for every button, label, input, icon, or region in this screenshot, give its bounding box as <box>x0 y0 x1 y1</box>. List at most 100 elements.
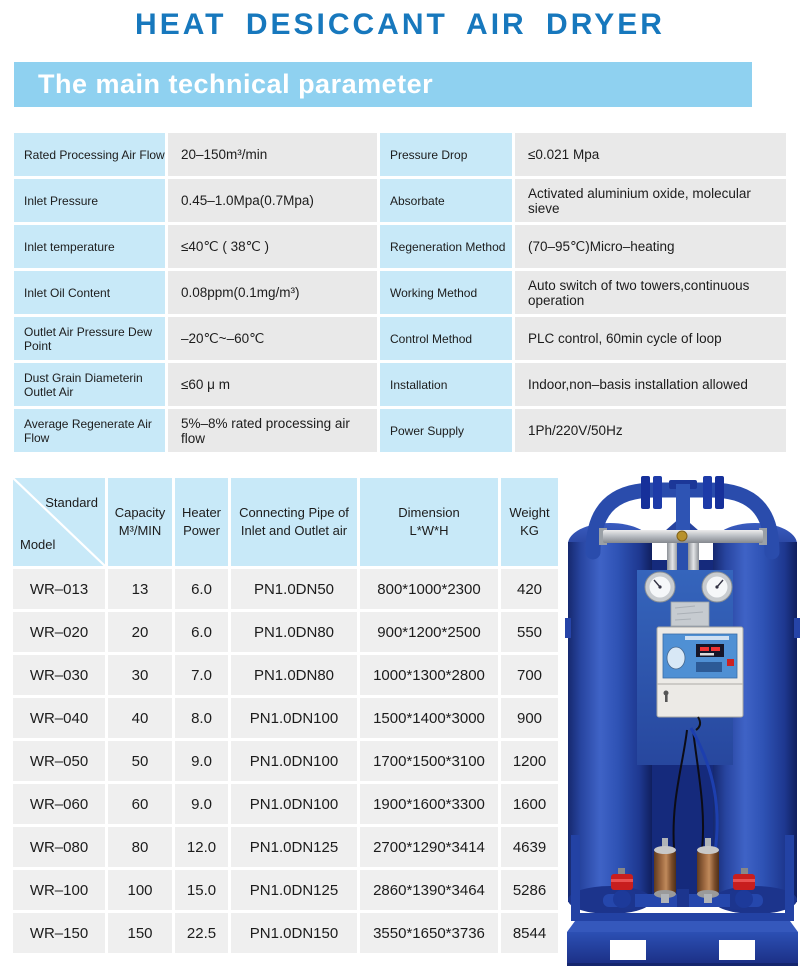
param-label: Power Supply <box>380 409 512 452</box>
spec-dimension: 2860*1390*3464 <box>360 870 498 910</box>
spec-pipe: PN1.0DN80 <box>231 612 357 652</box>
muffler-left <box>654 838 676 903</box>
spec-weight: 550 <box>501 612 558 652</box>
spec-row: WR–100 100 15.0 PN1.0DN125 2860*1390*346… <box>13 870 558 910</box>
param-label: Pressure Drop <box>380 133 512 176</box>
param-label: Working Method <box>380 271 512 314</box>
spec-model: WR–080 <box>13 827 105 867</box>
spec-heater: 8.0 <box>175 698 228 738</box>
param-value: 0.08ppm(0.1mg/m³) <box>168 271 377 314</box>
spec-pipe: PN1.0DN50 <box>231 569 357 609</box>
param-label: Absorbate <box>380 179 512 222</box>
param-value: 5%–8% rated processing air flow <box>168 409 377 452</box>
spec-capacity: 50 <box>108 741 172 781</box>
spec-corner-cell: Standard Model <box>13 478 105 566</box>
spec-heater: 22.5 <box>175 913 228 953</box>
param-label: Installation <box>380 363 512 406</box>
spec-row: WR–030 30 7.0 PN1.0DN80 1000*1300*2800 7… <box>13 655 558 695</box>
spec-capacity: 100 <box>108 870 172 910</box>
param-label: Outlet Air Pressure Dew Point <box>14 317 165 360</box>
spec-heater: 9.0 <box>175 784 228 824</box>
spec-pipe: PN1.0DN100 <box>231 698 357 738</box>
param-value: ≤40℃ ( 38℃ ) <box>168 225 377 268</box>
spec-pipe: PN1.0DN80 <box>231 655 357 695</box>
spec-row: WR–020 20 6.0 PN1.0DN80 900*1200*2500 55… <box>13 612 558 652</box>
param-label: Inlet temperature <box>14 225 165 268</box>
spec-row: WR–040 40 8.0 PN1.0DN100 1500*1400*3000 … <box>13 698 558 738</box>
spec-model: WR–060 <box>13 784 105 824</box>
section-banner-label: The main technical parameter <box>38 69 434 99</box>
spec-row: WR–150 150 22.5 PN1.0DN150 3550*1650*373… <box>13 913 558 953</box>
spec-weight: 900 <box>501 698 558 738</box>
param-label: Inlet Pressure <box>14 179 165 222</box>
spec-model: WR–013 <box>13 569 105 609</box>
cables <box>672 727 719 853</box>
spec-heater: 15.0 <box>175 870 228 910</box>
param-label: Control Method <box>380 317 512 360</box>
param-value: –20℃~–60℃ <box>168 317 377 360</box>
spec-row: WR–080 80 12.0 PN1.0DN125 2700*1290*3414… <box>13 827 558 867</box>
spec-weight: 5286 <box>501 870 558 910</box>
spec-corner-model: Model <box>20 537 56 553</box>
param-label: Regeneration Method <box>380 225 512 268</box>
page-title: HEAT DESICCANT AIR DRYER <box>135 8 665 41</box>
diagonal-divider <box>13 478 105 566</box>
spec-row: WR–013 13 6.0 PN1.0DN50 800*1000*2300 42… <box>13 569 558 609</box>
param-value: Indoor,non–basis installation allowed <box>515 363 786 406</box>
spec-weight: 1200 <box>501 741 558 781</box>
spec-dimension: 1900*1600*3300 <box>360 784 498 824</box>
spec-header-dimension: Dimension L*W*H <box>360 478 498 566</box>
spec-heater: 7.0 <box>175 655 228 695</box>
name-plate <box>670 601 710 627</box>
spec-weight: 420 <box>501 569 558 609</box>
section-banner: The main technical parameter <box>14 62 752 107</box>
param-value: Auto switch of two towers,continuous ope… <box>515 271 786 314</box>
spec-heater: 12.0 <box>175 827 228 867</box>
param-label: Average Regenerate Air Flow <box>14 409 165 452</box>
spec-pipe: PN1.0DN100 <box>231 784 357 824</box>
spec-model: WR–020 <box>13 612 105 652</box>
spec-dimension: 800*1000*2300 <box>360 569 498 609</box>
spec-header-weight: Weight KG <box>501 478 558 566</box>
spec-pipe: PN1.0DN150 <box>231 913 357 953</box>
muffler-right <box>697 838 719 903</box>
spec-heater: 6.0 <box>175 612 228 652</box>
param-label: Rated Processing Air Flow <box>14 133 165 176</box>
param-value: (70–95℃)Micro–heating <box>515 225 786 268</box>
frame-posts <box>565 618 800 920</box>
spec-corner-standard: Standard <box>45 495 98 510</box>
param-value: 0.45–1.0Mpa(0.7Mpa) <box>168 179 377 222</box>
spec-header-pipe: Connecting Pipe of Inlet and Outlet air <box>231 478 357 566</box>
base-pallet <box>567 913 798 966</box>
bottom-piping <box>603 889 763 909</box>
spec-weight: 1600 <box>501 784 558 824</box>
equipment-image <box>565 476 800 966</box>
spec-weight: 4639 <box>501 827 558 867</box>
spec-model: WR–050 <box>13 741 105 781</box>
param-value: 20–150m³/min <box>168 133 377 176</box>
param-value: 1Ph/220V/50Hz <box>515 409 786 452</box>
param-value: Activated aluminium oxide, molecular sie… <box>515 179 786 222</box>
spec-dimension: 900*1200*2500 <box>360 612 498 652</box>
spec-heater: 9.0 <box>175 741 228 781</box>
spec-row: WR–060 60 9.0 PN1.0DN100 1900*1600*3300 … <box>13 784 558 824</box>
spec-dimension: 1500*1400*3000 <box>360 698 498 738</box>
valve-actuator-left <box>611 868 633 890</box>
spec-capacity: 80 <box>108 827 172 867</box>
spec-header-heater: Heater Power <box>175 478 228 566</box>
spec-weight: 700 <box>501 655 558 695</box>
pressure-gauge-left <box>644 571 676 603</box>
spec-dimension: 3550*1650*3736 <box>360 913 498 953</box>
param-label: Dust Grain Diameterin Outlet Air <box>14 363 165 406</box>
param-value: PLC control, 60min cycle of loop <box>515 317 786 360</box>
spec-capacity: 60 <box>108 784 172 824</box>
spec-heater: 6.0 <box>175 569 228 609</box>
spec-header-row: Standard Model Capacity M³/MIN Heater Po… <box>13 478 558 566</box>
param-value: ≤0.021 Mpa <box>515 133 786 176</box>
spec-model: WR–150 <box>13 913 105 953</box>
spec-capacity: 13 <box>108 569 172 609</box>
spec-dimension: 1000*1300*2800 <box>360 655 498 695</box>
spec-pipe: PN1.0DN125 <box>231 870 357 910</box>
control-cabinet <box>656 626 744 731</box>
